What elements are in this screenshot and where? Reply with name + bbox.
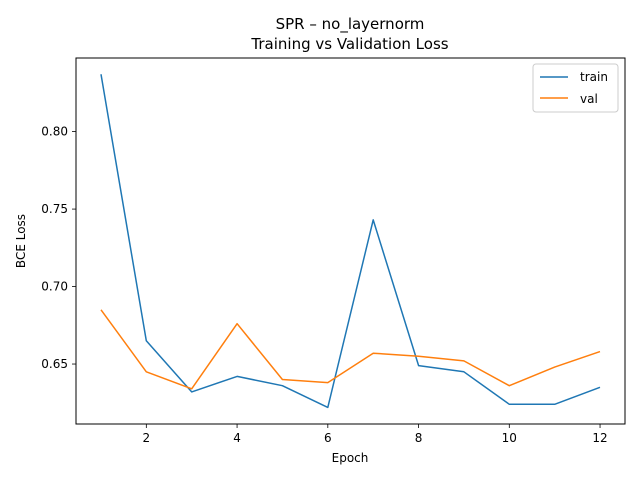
- x-tick-label: 2: [143, 431, 151, 445]
- y-axis-ticks: 0.65 0.70 0.75 0.80: [41, 125, 76, 371]
- y-tick-label: 0.70: [41, 280, 68, 294]
- y-axis-label: BCE Loss: [14, 214, 28, 268]
- series-line-val: [100, 309, 601, 390]
- x-tick-label: 6: [324, 431, 332, 445]
- chart-title-line1: SPR – no_layernorm: [276, 15, 425, 34]
- legend-box: [532, 63, 619, 113]
- x-tick-label: 8: [415, 431, 423, 445]
- series-lines: [100, 74, 601, 409]
- plot-area: 2 4 6 8 10 12 0.65 0.70 0.75 0.80: [41, 57, 626, 445]
- legend-label-train: train: [580, 70, 608, 84]
- x-axis-label: Epoch: [332, 451, 369, 465]
- y-tick-label: 0.75: [41, 202, 68, 216]
- y-tick-label: 0.80: [41, 125, 68, 139]
- x-tick-label: 4: [233, 431, 241, 445]
- legend: train val: [532, 63, 619, 113]
- series-line-train: [100, 74, 601, 409]
- x-tick-label: 12: [592, 431, 607, 445]
- y-tick-label: 0.65: [41, 357, 68, 371]
- chart-title-line2: Training vs Validation Loss: [250, 35, 448, 53]
- x-axis-ticks: 2 4 6 8 10 12: [143, 424, 608, 445]
- plot-frame: [75, 57, 626, 425]
- x-tick-label: 10: [502, 431, 517, 445]
- legend-label-val: val: [580, 92, 598, 106]
